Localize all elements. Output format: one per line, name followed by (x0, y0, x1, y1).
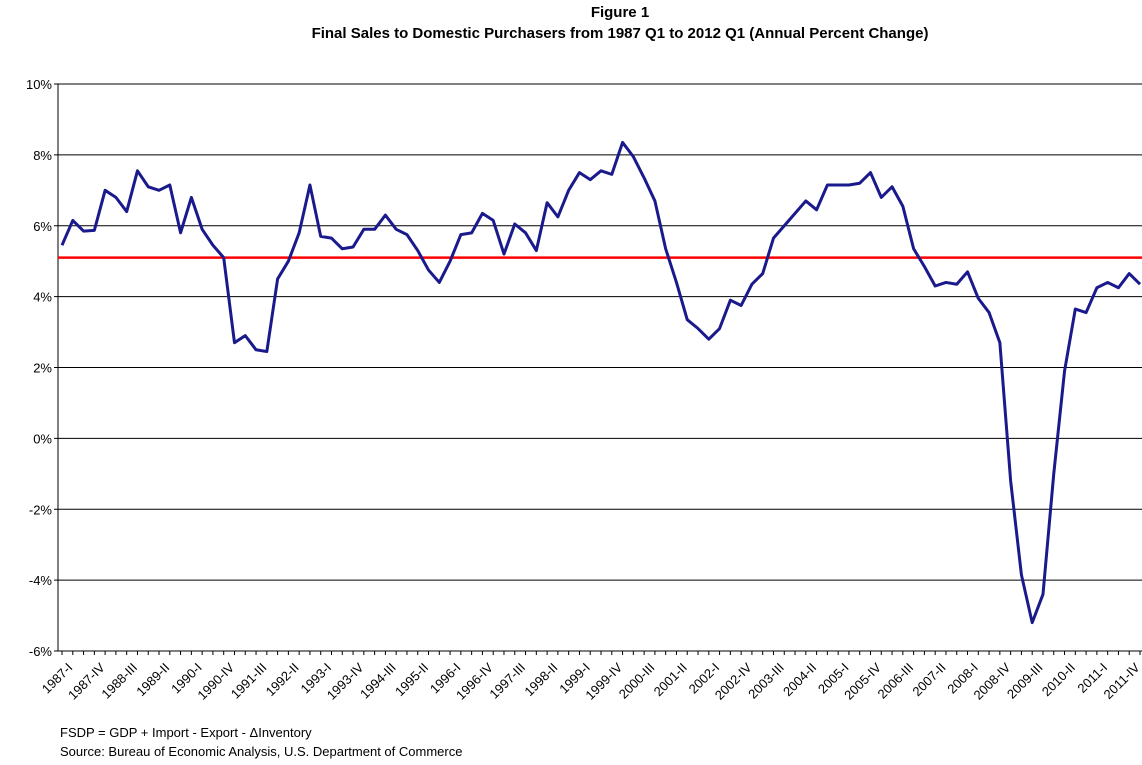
chart-title: Figure 1 (591, 4, 649, 21)
x-tick-label: 1997-III (486, 660, 528, 702)
y-tick-label: -4% (29, 573, 53, 588)
x-tick-label: 2007-II (909, 660, 948, 699)
y-tick-label: 6% (33, 219, 52, 234)
y-tick-label: 2% (33, 361, 52, 376)
chart-subtitle: Final Sales to Domestic Purchasers from … (312, 25, 929, 42)
x-tick-label: 1996-IV (453, 660, 496, 703)
y-tick-label: 10% (26, 77, 52, 92)
x-tick-label: 1990-IV (194, 660, 237, 703)
x-tick-label: 2005-IV (841, 660, 884, 703)
x-tick-label: 1998-II (521, 660, 560, 699)
x-tick-label: 1988-III (98, 660, 140, 702)
y-tick-label: 8% (33, 148, 52, 163)
x-tick-label: 2010-II (1039, 660, 1078, 699)
x-tick-label: 2009-III (1004, 660, 1046, 702)
x-tick-label: 1991-III (228, 660, 270, 702)
x-tick-label: 1994-III (357, 660, 399, 702)
x-tick-label: 2006-III (875, 660, 917, 702)
x-tick-label: 1993-IV (324, 660, 367, 703)
x-tick-label: 1989-II (133, 660, 172, 699)
x-tick-label: 1995-II (392, 660, 431, 699)
note: Source: Bureau of Economic Analysis, U.S… (60, 744, 462, 759)
x-tick-label: 2003-III (745, 660, 787, 702)
x-tick-label: 2004-II (780, 660, 819, 699)
x-tick-label: 1992-II (263, 660, 302, 699)
y-tick-label: 4% (33, 290, 52, 305)
y-tick-label: -2% (29, 502, 53, 517)
series-line (60, 140, 1142, 625)
y-tick-label: -6% (29, 644, 53, 659)
note: FSDP = GDP + Import - Export - ΔInventor… (60, 725, 312, 740)
x-tick-label: 2008-IV (971, 660, 1014, 703)
x-tick-label: 1987-IV (65, 660, 108, 703)
x-tick-label: 2001-II (651, 660, 690, 699)
x-tick-label: 2000-III (616, 660, 658, 702)
x-tick-label: 2002-IV (712, 660, 755, 703)
x-tick-label: 2011-IV (1101, 660, 1142, 702)
y-tick-label: 0% (33, 431, 52, 446)
x-tick-label: 1999-IV (582, 660, 625, 703)
